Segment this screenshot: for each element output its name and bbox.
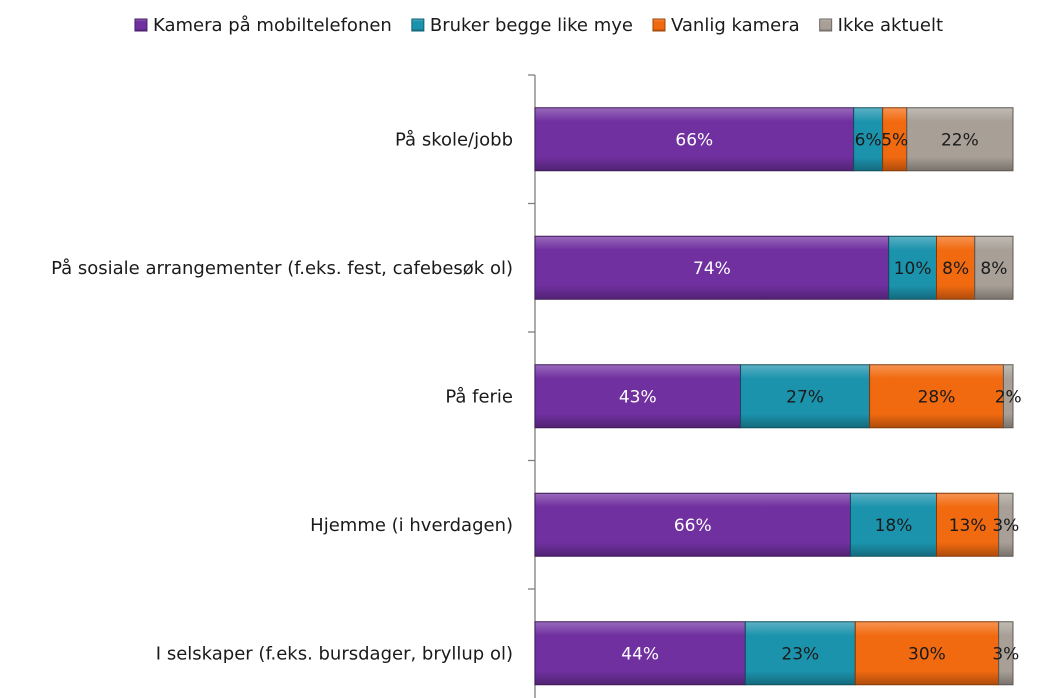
category-label: På skole/jobb	[395, 129, 513, 150]
data-label: 30%	[908, 644, 946, 664]
category-label: Hjemme (i hverdagen)	[310, 515, 513, 536]
legend-label: Bruker begge like mye	[430, 15, 633, 36]
data-label: 22%	[941, 130, 979, 150]
bar-ikke-aktuelt	[998, 492, 1014, 557]
legend-label: Ikke aktuelt	[838, 15, 943, 36]
bar-ikke-aktuelt	[998, 621, 1014, 686]
category-label: På sosiale arrangementer (f.eks. fest, c…	[51, 258, 513, 279]
bar-bruker-begge-like-mye	[849, 492, 938, 557]
data-label: 66%	[674, 516, 712, 536]
category-axis	[528, 74, 536, 698]
data-label: 27%	[786, 387, 824, 407]
bar-bruker-begge-like-mye	[888, 235, 938, 300]
bar-kamera-pa-mobiltelefonen	[534, 621, 746, 686]
legend-swatch-bruker-begge-like-mye	[411, 18, 425, 32]
bar-kamera-pa-mobiltelefonen	[534, 492, 851, 557]
bar-ikke-aktuelt	[1002, 364, 1014, 429]
data-label: 66%	[675, 130, 713, 150]
legend-label: Kamera på mobiltelefonen	[153, 15, 392, 36]
data-label: 18%	[875, 516, 913, 536]
category-label: I selskaper (f.eks. bursdager, bryllup o…	[156, 643, 513, 664]
data-label: 5%	[881, 130, 908, 150]
bar-vanlig-kamera	[936, 492, 1000, 557]
bar-bruker-begge-like-mye	[740, 364, 871, 429]
data-label: 13%	[949, 516, 987, 536]
chart-legend: Kamera på mobiltelefonen Bruker begge lik…	[134, 15, 943, 36]
data-label: 44%	[621, 644, 659, 664]
data-label: 10%	[894, 259, 932, 279]
legend-item-bruker-begge-like-mye: Bruker begge like mye	[411, 15, 633, 36]
legend-item-kamera-pa-mobiltelefonen: Kamera på mobiltelefonen	[134, 15, 392, 36]
bar-kamera-pa-mobiltelefonen	[534, 107, 855, 172]
legend-swatch-ikke-aktuelt	[819, 18, 833, 32]
bar-ikke-aktuelt	[974, 235, 1014, 300]
legend-swatch-kamera-pa-mobiltelefonen	[134, 18, 148, 32]
legend-swatch-vanlig-kamera	[652, 18, 666, 32]
data-label: 3%	[992, 516, 1019, 536]
data-label: 3%	[992, 644, 1019, 664]
data-label: 8%	[942, 259, 969, 279]
data-label: 23%	[781, 644, 819, 664]
legend-item-ikke-aktuelt: Ikke aktuelt	[819, 15, 943, 36]
data-label: 74%	[693, 259, 731, 279]
category-label: På ferie	[445, 386, 513, 407]
legend-label: Vanlig kamera	[671, 15, 800, 36]
bar-kamera-pa-mobiltelefonen	[534, 235, 890, 300]
value-labels: 66% 6% 5% 22% 74% 10% 8% 8% 43% 27% 28% 2% 66% 18% 13%…	[619, 130, 1022, 664]
data-label: 6%	[855, 130, 882, 150]
data-label: 28%	[918, 387, 956, 407]
data-label: 2%	[995, 387, 1022, 407]
bar-segments	[534, 107, 1014, 686]
bar-ikke-aktuelt	[906, 107, 1014, 172]
category-labels: På skole/jobb På sosiale arrangementer (f…	[51, 129, 513, 664]
bar-kamera-pa-mobiltelefonen	[534, 364, 742, 429]
data-label: 8%	[980, 259, 1007, 279]
bar-bruker-begge-like-mye	[744, 621, 856, 686]
data-label: 43%	[619, 387, 657, 407]
legend-item-vanlig-kamera: Vanlig kamera	[652, 15, 800, 36]
bar-vanlig-kamera	[936, 235, 976, 300]
bar-vanlig-kamera	[869, 364, 1004, 429]
